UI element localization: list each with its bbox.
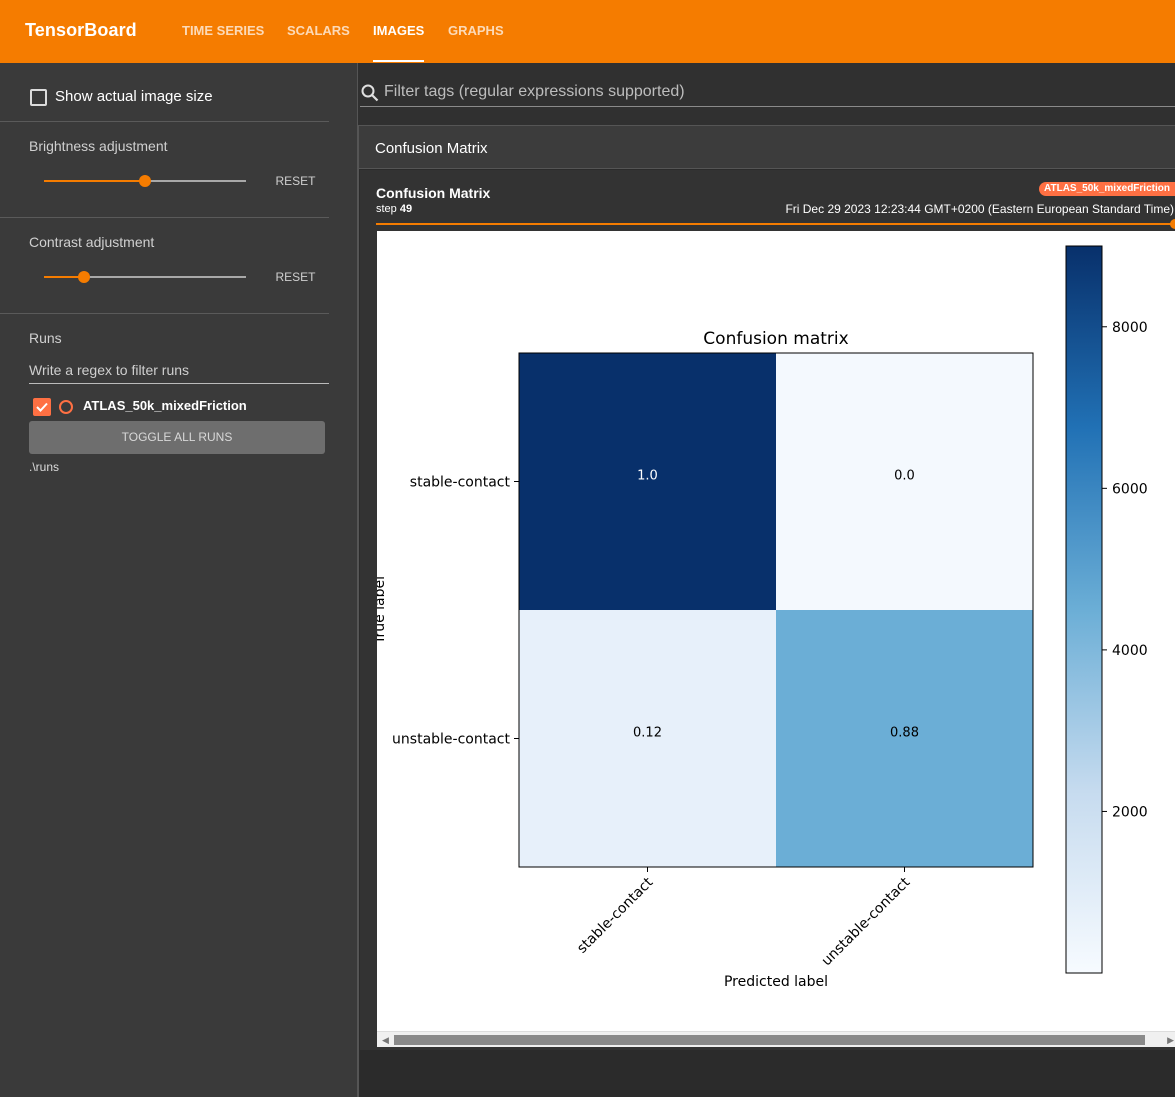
scroll-left-icon[interactable]: ◀ (382, 1035, 389, 1045)
group-title: Confusion Matrix (375, 140, 488, 157)
show-actual-size-checkbox[interactable] (30, 89, 47, 106)
divider (0, 121, 329, 122)
card-title: Confusion Matrix (376, 185, 491, 201)
contrast-slider[interactable] (44, 269, 246, 285)
y-axis-label: True label (377, 576, 388, 645)
cell-value-label: 0.12 (633, 726, 662, 741)
run-name: ATLAS_50k_mixedFriction (83, 398, 247, 413)
colorbar-tick-label: 2000 (1112, 804, 1148, 820)
colorbar (1065, 245, 1103, 974)
sidebar: Show actual image size Brightness adjust… (0, 63, 358, 1097)
cell-value-label: 1.0 (637, 469, 658, 484)
scrollbar-thumb[interactable] (394, 1035, 1145, 1045)
x-axis-label: Predicted label (724, 974, 828, 990)
step-value: 49 (399, 203, 413, 215)
run-checkbox[interactable] (33, 398, 51, 416)
run-color-circle-icon[interactable] (59, 400, 73, 414)
brightness-reset-button[interactable]: RESET (275, 174, 316, 188)
tab-images[interactable]: IMAGES (373, 23, 425, 62)
top-app-bar: TensorBoard TIME SERIES SCALARS IMAGES G… (0, 0, 1175, 63)
step-slider[interactable] (376, 223, 1175, 225)
card-group: Confusion Matrix Confusion Matrix step 4… (358, 125, 1175, 1097)
heatmap-cell (776, 610, 1033, 867)
x-tick-label: stable-contact (574, 874, 657, 957)
x-tick-label: unstable-contact (819, 874, 914, 969)
check-icon (36, 402, 48, 412)
search-icon (361, 84, 379, 102)
contrast-title: Contrast adjustment (29, 234, 155, 250)
card-step: step 49 (376, 203, 412, 215)
heatmap-cell (776, 353, 1033, 610)
image-card: Confusion Matrix step 49 ATLAS_50k_mixed… (360, 170, 1175, 1050)
plot-frame (518, 352, 1034, 868)
contrast-reset-button[interactable]: RESET (275, 270, 316, 284)
group-header[interactable]: Confusion Matrix (359, 125, 1175, 169)
toggle-all-runs-button[interactable]: TOGGLE ALL RUNS (29, 421, 325, 454)
brightness-slider-thumb[interactable] (139, 175, 151, 187)
app-brand[interactable]: TensorBoard (25, 20, 137, 40)
tab-time-series[interactable]: TIME SERIES (182, 23, 265, 38)
chart-title: Confusion matrix (703, 329, 848, 349)
contrast-slider-thumb[interactable] (78, 271, 91, 283)
brightness-title: Brightness adjustment (29, 138, 168, 154)
cell-value-label: 0.88 (890, 726, 919, 741)
brightness-slider-fill (44, 180, 145, 182)
scroll-right-icon[interactable]: ▶ (1167, 1035, 1174, 1045)
divider (0, 217, 329, 218)
colorbar-tick-label: 6000 (1112, 481, 1148, 497)
tag-filter-input[interactable]: Filter tags (regular expressions support… (384, 83, 685, 100)
show-actual-size-label: Show actual image size (55, 88, 213, 105)
confusion-matrix-chart: 1.0 0.0 0.12 0.88 stable-contact stable-cont… (377, 245, 1148, 990)
tab-scalars[interactable]: SCALARS (287, 23, 350, 38)
runs-filter-input[interactable]: Write a regex to filter runs (29, 360, 329, 384)
colorbar-tick-label: 8000 (1112, 320, 1148, 336)
y-tick-label: stable-contact (410, 475, 511, 491)
tab-graphs[interactable]: GRAPHS (448, 23, 504, 38)
contrast-slider-fill (44, 276, 85, 278)
divider (0, 313, 329, 314)
runs-title: Runs (29, 330, 62, 346)
colorbar-tick-label: 4000 (1112, 643, 1148, 659)
tag-filter[interactable]: Filter tags (regular expressions support… (360, 80, 1175, 107)
cell-value-label: 0.0 (894, 469, 915, 484)
run-tag: ATLAS_50k_mixedFriction (1039, 182, 1175, 196)
step-label: step (376, 203, 397, 215)
runs-path: .\runs (29, 460, 60, 474)
heatmap-cell (519, 610, 776, 867)
heatmap-cell (519, 353, 776, 610)
horizontal-scrollbar[interactable]: ◀ ▶ (377, 1031, 1175, 1047)
confusion-matrix-image: 1.0 0.0 0.12 0.88 stable-contact stable-cont… (377, 231, 1175, 1047)
card-timestamp: Fri Dec 29 2023 12:23:44 GMT+0200 (Easte… (785, 202, 1174, 216)
step-slider-thumb[interactable] (1170, 219, 1175, 229)
y-tick-label: unstable-contact (392, 732, 510, 748)
brightness-slider[interactable] (44, 173, 246, 189)
